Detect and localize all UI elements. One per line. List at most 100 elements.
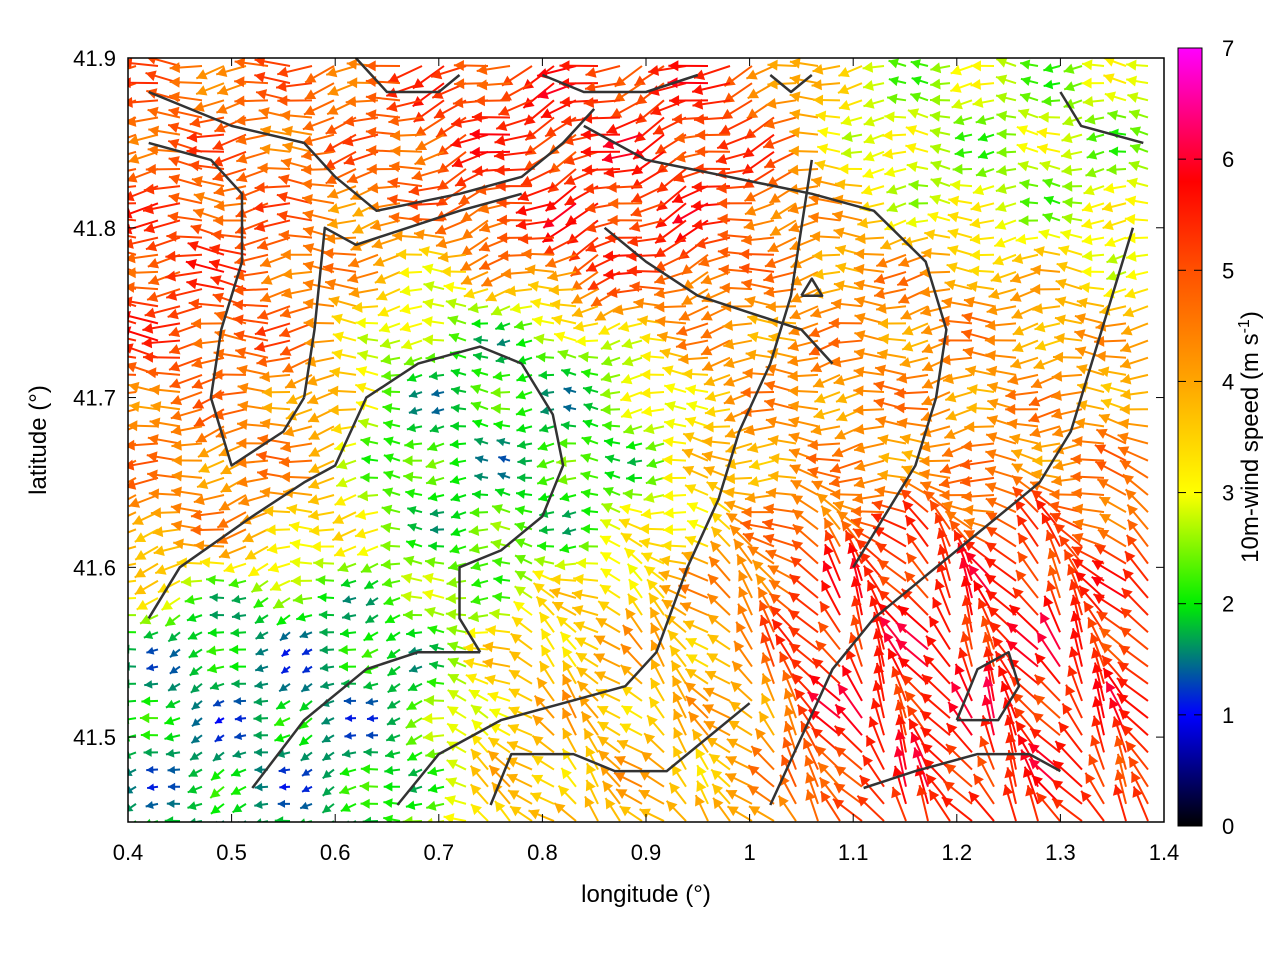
- wind-arrow: [1128, 109, 1149, 120]
- wind-arrow: [446, 624, 467, 636]
- wind-arrow: [704, 670, 731, 685]
- wind-arrow: [411, 168, 445, 181]
- wind-arrow: [604, 454, 621, 464]
- wind-arrow: [128, 459, 159, 471]
- wind-arrow: [1117, 432, 1149, 445]
- wind-arrow: [1090, 735, 1105, 770]
- wind-arrow: [959, 475, 995, 487]
- wind-arrow: [870, 513, 907, 531]
- wind-arrow: [1125, 534, 1149, 565]
- wind-arrow: [833, 227, 863, 239]
- wind-arrow: [1030, 283, 1061, 295]
- wind-arrow: [783, 720, 797, 753]
- wind-arrow: [447, 689, 467, 702]
- wind-arrow: [701, 356, 731, 372]
- wind-arrow: [1091, 662, 1105, 702]
- wind-arrow: [807, 691, 841, 719]
- wind-arrow: [275, 80, 313, 92]
- wind-arrow: [493, 574, 511, 585]
- wind-arrow: [235, 150, 269, 164]
- wind-arrow: [551, 314, 577, 326]
- wind-arrow: [1052, 425, 1083, 438]
- wind-arrow: [164, 614, 181, 627]
- wind-arrow: [186, 145, 225, 157]
- wind-arrow: [386, 99, 423, 112]
- wind-arrow: [272, 597, 291, 610]
- wind-arrow: [385, 733, 401, 742]
- wind-arrow: [259, 418, 291, 430]
- wind-arrow: [146, 765, 159, 774]
- wind-arrow: [578, 351, 599, 363]
- wind-arrow: [585, 65, 621, 78]
- wind-arrow: [1124, 550, 1149, 582]
- wind-arrow: [383, 436, 401, 446]
- wind-arrow: [517, 233, 555, 245]
- wind-arrow: [451, 150, 489, 168]
- wind-arrow: [576, 680, 599, 702]
- wind-arrow: [443, 813, 467, 822]
- wind-arrow: [309, 525, 335, 537]
- wind-arrow: [128, 234, 137, 239]
- wind-arrow: [580, 368, 599, 379]
- wind-arrow: [301, 178, 335, 190]
- wind-arrow: [170, 391, 203, 406]
- wind-arrow: [831, 442, 863, 458]
- wind-arrow: [703, 421, 731, 433]
- wind-arrow: [767, 236, 797, 253]
- wind-arrow: [286, 504, 313, 515]
- wind-arrow: [1019, 179, 1039, 190]
- wind-arrow: [975, 167, 995, 178]
- wind-arrow: [835, 262, 863, 274]
- wind-arrow: [984, 334, 1017, 346]
- wind-arrow: [1030, 264, 1061, 276]
- wind-arrow: [580, 710, 599, 736]
- wind-arrow: [469, 507, 489, 518]
- wind-arrow: [143, 183, 181, 195]
- wind-arrow: [209, 610, 225, 620]
- wind-arrow: [360, 764, 379, 775]
- wind-arrow: [361, 648, 379, 659]
- wind-arrow: [300, 751, 313, 762]
- wind-arrow: [593, 634, 621, 651]
- wind-arrow: [374, 271, 401, 284]
- wind-arrow: [408, 389, 423, 399]
- wind-arrow: [424, 557, 445, 568]
- wind-arrow: [1078, 585, 1105, 616]
- wind-arrow: [707, 573, 731, 599]
- wind-arrow: [444, 795, 467, 806]
- wind-arrow: [1119, 403, 1149, 415]
- wind-arrow: [1009, 675, 1039, 702]
- wind-arrow: [435, 236, 467, 249]
- wind-arrow: [320, 680, 335, 690]
- wind-arrow: [908, 198, 929, 209]
- wind-arrow: [188, 298, 225, 310]
- wind-arrow: [164, 732, 181, 742]
- wind-arrow: [1120, 388, 1149, 400]
- wind-arrow: [959, 458, 995, 470]
- wind-arrow: [530, 298, 555, 309]
- wind-arrow: [339, 767, 357, 777]
- wind-arrow: [764, 398, 797, 411]
- wind-arrow: [232, 749, 247, 759]
- wind-arrow: [408, 406, 423, 415]
- wind-arrow: [386, 717, 401, 726]
- wind-arrow: [927, 211, 951, 223]
- wind-arrow: [895, 621, 929, 651]
- colorbar-label-sup: -1: [1236, 319, 1253, 333]
- wind-arrow: [984, 573, 1017, 599]
- wind-arrow: [920, 305, 951, 317]
- wind-arrow: [128, 337, 137, 342]
- wind-arrow: [970, 201, 995, 213]
- wind-arrow: [928, 615, 951, 650]
- wind-arrow: [968, 265, 995, 277]
- wind-arrow: [387, 682, 401, 694]
- wind-arrow: [1010, 356, 1039, 369]
- wind-arrow: [540, 388, 555, 398]
- wind-arrow: [302, 116, 335, 131]
- x-tick-label: 1.4: [1149, 840, 1180, 865]
- wind-arrow: [259, 288, 291, 303]
- wind-arrow: [814, 159, 841, 171]
- wind-arrow: [324, 233, 357, 245]
- wind-arrow: [805, 772, 819, 805]
- wind-arrow: [706, 613, 731, 634]
